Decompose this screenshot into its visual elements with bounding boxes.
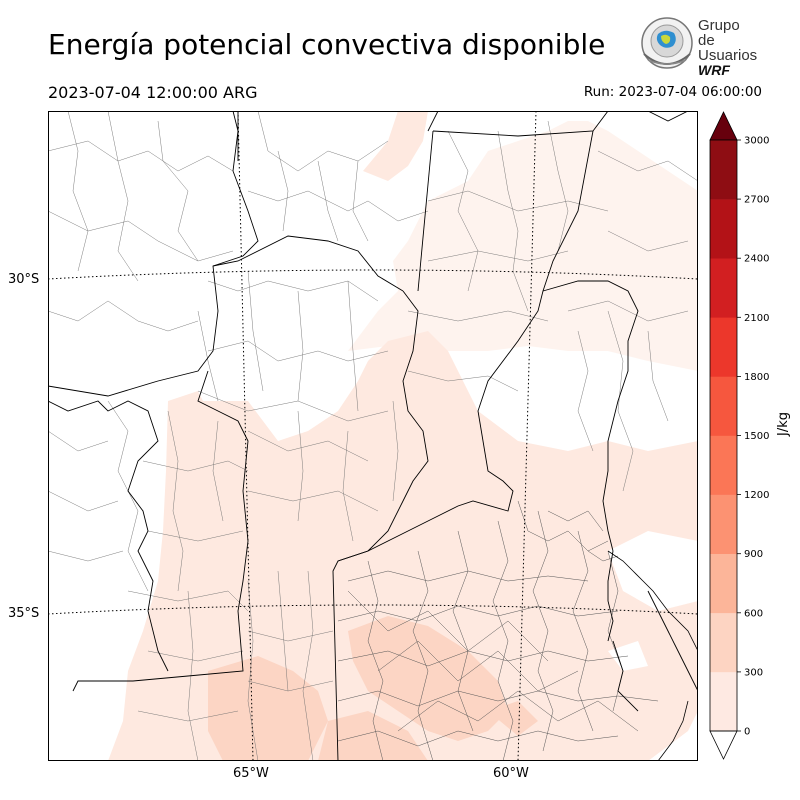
colorbar-tick-label: 900 — [744, 549, 763, 560]
colorbar-segment — [710, 199, 737, 259]
colorbar-segment — [710, 140, 737, 200]
colorbar-segment — [710, 435, 737, 495]
logo-text: Grupo de Usuarios WRF — [698, 18, 758, 78]
lat-label-30s: 30°S — [8, 272, 40, 287]
lat-label-35s: 35°S — [8, 606, 40, 621]
logo-line3: WRF — [698, 62, 730, 78]
colorbar-tick-label: 3000 — [744, 136, 769, 147]
colorbar-tick-label: 1500 — [744, 431, 769, 442]
colorbar-units: J/kg — [776, 412, 791, 436]
colorbar-extend-upper — [709, 111, 738, 141]
colorbar-segment — [710, 612, 737, 673]
colorbar-segments — [709, 111, 738, 760]
wrf-globe-logo-icon — [641, 17, 693, 69]
colorbar-segment — [710, 376, 737, 436]
graticule — [48, 111, 698, 761]
coastline — [607, 550, 698, 761]
colorbar-tick-label: 2700 — [744, 195, 769, 206]
department-boundaries — [48, 111, 698, 761]
colorbar-segment — [710, 671, 737, 732]
map-frame — [48, 111, 698, 761]
colorbar-segment — [710, 553, 737, 614]
cape-map — [48, 111, 698, 761]
lon-label-65w: 65°W — [233, 766, 269, 781]
valid-time: 2023-07-04 12:00:00 ARG — [48, 83, 258, 102]
lon-label-60w: 60°W — [493, 766, 529, 781]
colorbar-segment — [710, 494, 737, 554]
colorbar-extend-lower — [709, 730, 738, 760]
buenos-aires-partidos — [337, 500, 659, 761]
colorbar-segment — [710, 317, 737, 377]
colorbar-segment — [710, 258, 737, 318]
colorbar-tick-label: 0 — [744, 727, 750, 738]
colorbar-tick-label: 1800 — [744, 372, 769, 383]
logo-line1: Grupo de — [698, 17, 740, 49]
logo-line2: Usuarios — [698, 47, 758, 64]
colorbar-tick-label: 600 — [744, 608, 763, 619]
colorbar-tick-label: 2100 — [744, 313, 769, 324]
cape-shading — [108, 111, 698, 761]
colorbar-tick-label: 300 — [744, 667, 763, 678]
run-time: Run: 2023-07-04 06:00:00 — [583, 84, 762, 100]
wrf-logo: Grupo de Usuarios WRF — [638, 16, 758, 78]
colorbar-tick-label: 2400 — [744, 254, 769, 265]
map-title: Energía potencial convectiva disponible — [48, 28, 606, 61]
colorbar-tick-label: 1200 — [744, 490, 769, 501]
province-boundaries — [48, 111, 698, 761]
